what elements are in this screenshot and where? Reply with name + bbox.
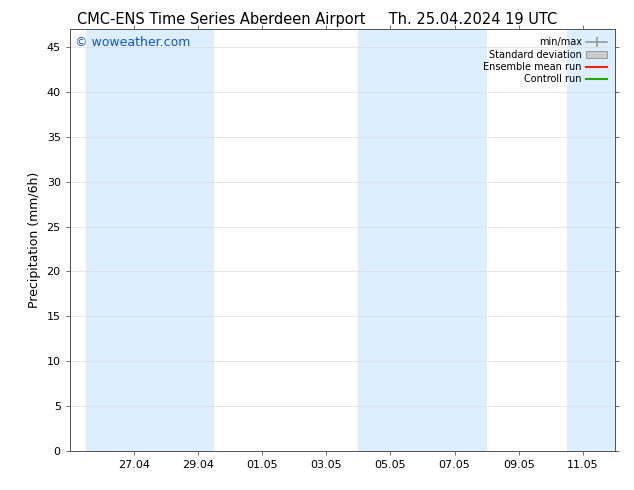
Bar xyxy=(358,29,422,451)
Text: CMC-ENS Time Series Aberdeen Airport     Th. 25.04.2024 19 UTC: CMC-ENS Time Series Aberdeen Airport Th.… xyxy=(77,12,557,27)
Bar xyxy=(86,29,150,451)
Bar xyxy=(422,29,487,451)
Bar xyxy=(567,29,615,451)
Text: © woweather.com: © woweather.com xyxy=(75,36,191,49)
Bar xyxy=(150,29,214,451)
Legend: min/max, Standard deviation, Ensemble mean run, Controll run: min/max, Standard deviation, Ensemble me… xyxy=(481,34,610,87)
Y-axis label: Precipitation (mm/6h): Precipitation (mm/6h) xyxy=(28,172,41,308)
